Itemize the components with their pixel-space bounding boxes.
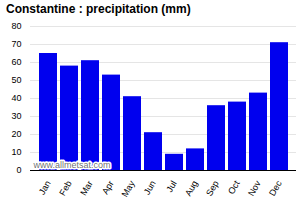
svg-text:www.allmetsat.com: www.allmetsat.com [33, 160, 111, 170]
svg-text:Apr: Apr [100, 179, 116, 196]
svg-text:70: 70 [11, 39, 21, 49]
svg-text:10: 10 [11, 147, 21, 157]
svg-text:Feb: Feb [57, 179, 73, 197]
svg-text:50: 50 [11, 75, 21, 85]
svg-text:80: 80 [11, 21, 21, 31]
svg-text:Jul: Jul [164, 179, 178, 194]
svg-text:Dec: Dec [267, 179, 284, 198]
svg-text:0: 0 [16, 165, 21, 175]
svg-text:Jan: Jan [37, 179, 53, 197]
svg-text:60: 60 [11, 57, 21, 67]
svg-text:Aug: Aug [183, 179, 200, 198]
html-text:Constantine : precipitation (m: Constantine : precipitation (mm) [6, 2, 191, 16]
svg-text:Jun: Jun [142, 179, 158, 197]
svg-text:20: 20 [11, 129, 21, 139]
svg-text:May: May [120, 179, 137, 199]
svg-text:Oct: Oct [226, 179, 242, 197]
svg-text:40: 40 [11, 93, 21, 103]
svg-text:Sep: Sep [204, 179, 221, 198]
svg-text:Nov: Nov [246, 179, 263, 198]
svg-text:30: 30 [11, 111, 21, 121]
svg-text:Mar: Mar [78, 179, 94, 197]
